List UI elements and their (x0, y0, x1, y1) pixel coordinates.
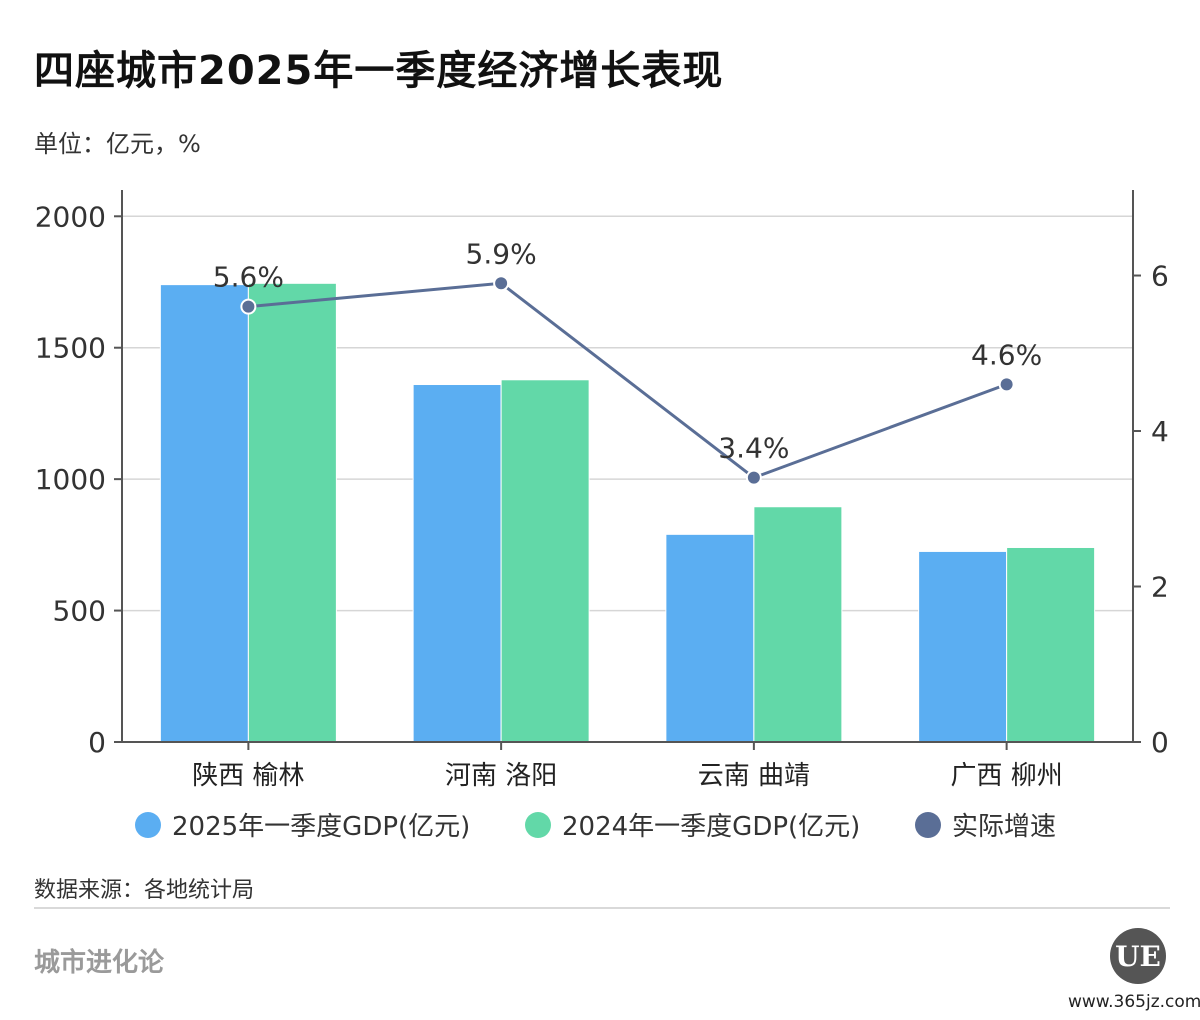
bar-series (159, 282, 1096, 743)
data-source: 数据来源：各地统计局 (34, 878, 255, 903)
growth-data-label: 5.9% (466, 237, 537, 270)
left-axis-tick-label: 1500 (35, 332, 106, 365)
category-label: 河南 洛阳 (445, 761, 557, 791)
legend-marker (135, 812, 161, 838)
brand-name: 城市进化论 (34, 948, 165, 978)
right-axis-tick-label: 0 (1151, 726, 1169, 759)
growth-point (745, 469, 762, 486)
bar-2025 (159, 284, 249, 743)
growth-point (493, 275, 510, 292)
bar-2024 (1006, 546, 1096, 743)
category-label: 云南 曲靖 (698, 761, 810, 791)
category-label: 陕西 榆林 (192, 761, 304, 791)
legend: 2025年一季度GDP(亿元) 2024年一季度GDP(亿元) 实际增速 (135, 812, 1056, 842)
growth-line-series (240, 275, 1015, 486)
website-url: www.365jz.com (1068, 992, 1200, 1012)
data-labels: 5.6% 5.9% 3.4% 4.6% (213, 237, 1042, 464)
bar-2024 (247, 282, 337, 743)
growth-point (240, 298, 257, 315)
growth-point (998, 376, 1015, 393)
bar-2024 (500, 379, 590, 743)
bar-2025 (665, 533, 755, 743)
bar-2025 (918, 550, 1008, 743)
left-axis-tick-label: 2000 (35, 200, 106, 233)
left-axis-tick-label: 500 (53, 595, 106, 628)
bar-2025 (412, 384, 502, 743)
category-label: 广西 柳州 (950, 761, 1062, 791)
left-axis-tick-label: 1000 (35, 463, 106, 496)
combo-chart: 0 500 1000 1500 2000 0 2 4 6 陕西 榆林 河南 洛阳 云南 曲靖 广西 柳州… (35, 190, 1169, 842)
right-axis-tick-label: 2 (1151, 571, 1169, 604)
left-axis-tick-label: 0 (88, 726, 106, 759)
growth-data-label: 4.6% (971, 338, 1042, 371)
growth-line (248, 281, 1008, 480)
legend-marker (525, 812, 551, 838)
legend-label: 实际增速 (952, 812, 1056, 842)
right-axis-tick-label: 6 (1151, 260, 1169, 293)
axes: 0 500 1000 1500 2000 0 2 4 6 陕西 榆林 河南 洛阳 云南 曲靖 广西 柳州 (35, 190, 1169, 791)
bar-2024 (753, 506, 843, 743)
legend-marker (915, 812, 941, 838)
unit-label: 单位：亿元，% (34, 130, 201, 158)
legend-label: 2025年一季度GDP(亿元) (172, 812, 470, 842)
growth-data-label: 5.6% (213, 261, 284, 294)
brand-logo: UE (1110, 928, 1166, 984)
footer-divider (34, 907, 1170, 909)
chart-title: 四座城市2025年一季度经济增长表现 (34, 48, 724, 94)
legend-label: 2024年一季度GDP(亿元) (562, 812, 860, 842)
right-axis-tick-label: 4 (1151, 415, 1169, 448)
growth-data-label: 3.4% (718, 432, 789, 465)
